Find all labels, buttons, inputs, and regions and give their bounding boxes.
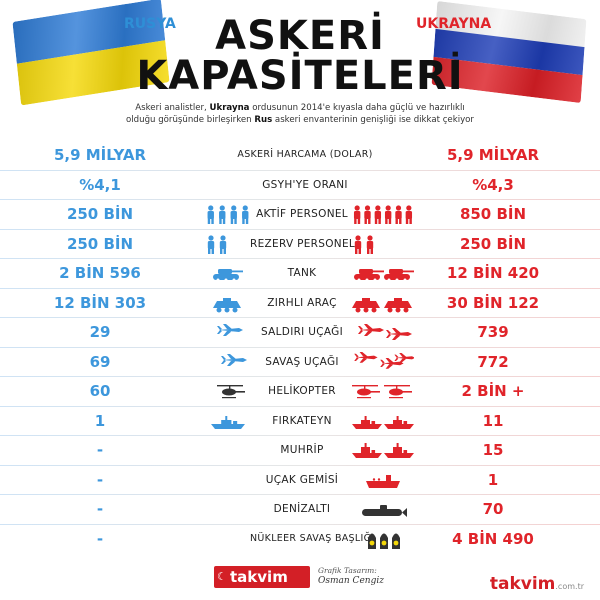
left-value: %4,1 (79, 175, 121, 194)
row-divider (0, 346, 600, 348)
table-row: 250 BİN AKTİF PERSONEL 850 BİN (0, 201, 600, 227)
table-row: 2 BİN 596 TANK 12 BİN 420 (0, 260, 600, 286)
left-value: - (96, 500, 104, 518)
category-label: SAVAŞ UÇAĞI (265, 355, 339, 368)
row-divider (0, 435, 600, 436)
table-row: 29 SALDIRI UÇAĞI 739 (0, 319, 600, 345)
row-divider (0, 199, 600, 200)
left-value: 250 BİN (66, 205, 134, 223)
table-row: - DENİZALTI 70 (0, 496, 600, 522)
row-divider (0, 317, 600, 318)
nuclear-warhead-icon (368, 533, 400, 549)
category-label: AKTİF PERSONEL (256, 208, 348, 220)
armored-vehicle-icon (352, 297, 412, 312)
row-divider (0, 228, 600, 230)
category-label: ZIRHLI ARAÇ (267, 296, 337, 309)
table-row: 250 BİN REZERV PERSONEL 250 BİN (0, 231, 600, 257)
right-value: 11 (482, 411, 504, 430)
destroyer-icon (352, 443, 414, 458)
attack-jet-icon (358, 324, 412, 340)
table-row: %4,1 GSYH'YE ORANI %4,3 (0, 172, 600, 198)
attack-jet-icon (217, 324, 243, 336)
row-divider (0, 405, 600, 407)
right-value: 250 BİN (459, 234, 527, 253)
right-value: 70 (482, 500, 504, 518)
frigate-icon (211, 415, 245, 429)
reserve-soldier-icon (207, 234, 227, 254)
category-label: ASKERİ HARCAMA (DOLAR) (237, 149, 373, 160)
page-title-line1: ASKERİ (215, 13, 385, 59)
left-value: 1 (94, 411, 106, 430)
takvim-watermark-logo: takvim.com.tr (489, 574, 584, 594)
star-crescent-icon: ☾ (217, 570, 227, 583)
left-value: - (96, 441, 104, 459)
page-title-line2: KAPASİTELERİ (136, 53, 464, 99)
right-value: 30 BİN 122 (446, 293, 540, 312)
reserve-soldier-icon (354, 234, 374, 254)
row-divider (0, 494, 600, 495)
table-row: - UÇAK GEMİSİ 1 (0, 467, 600, 493)
row-divider (0, 464, 600, 466)
right-value: 850 BİN (459, 205, 527, 223)
table-row: 1 FIRKATEYN 11 (0, 408, 600, 434)
table-row: - NÜKLEER SAVAŞ BAŞLIĞI 4 BİN 490 (0, 526, 600, 552)
left-value: 12 BİN 303 (53, 293, 147, 312)
table-row: - MUHRİP 15 (0, 437, 600, 463)
helicopter-icon (352, 385, 412, 399)
table-row: 69 SAVAŞ UÇAĞI 772 (0, 349, 600, 375)
right-value: 15 (482, 441, 504, 459)
right-value: 2 BİN + (461, 382, 525, 400)
table-row: 12 BİN 303 ZIRHLI ARAÇ 30 BİN 122 (0, 290, 600, 316)
left-value: - (96, 470, 104, 489)
right-value: 739 (477, 323, 509, 341)
category-label: NÜKLEER SAVAŞ BAŞLIĞI (250, 532, 375, 544)
left-value: 5,9 MİLYAR (53, 146, 147, 164)
category-label: DENİZALTI (273, 503, 331, 515)
right-value: 5,9 MİLYAR (446, 146, 540, 164)
right-value: 4 BİN 490 (452, 529, 534, 548)
category-label: GSYH'YE ORANI (262, 178, 348, 191)
left-value: 2 BİN 596 (59, 264, 141, 282)
right-value: 12 BİN 420 (446, 264, 540, 282)
left-value: 60 (89, 382, 111, 400)
table-row: 60 HELİKOPTER 2 BİN + (0, 378, 600, 404)
submarine-icon (362, 505, 407, 517)
fighter-jet-icon (354, 351, 414, 369)
intro-text: Askeri analistler, Ukrayna ordusunun 201… (126, 103, 474, 125)
left-value: 250 BİN (66, 234, 134, 253)
right-value: 772 (477, 352, 509, 371)
right-value: 1 (487, 470, 499, 489)
designer-credit: Grafik Tasarım: Osman Cengiz (318, 566, 384, 586)
right-value: %4,3 (472, 175, 514, 194)
category-label: SALDIRI UÇAĞI (261, 326, 343, 338)
row-divider (0, 258, 600, 259)
row-divider (0, 376, 600, 377)
left-value: 69 (89, 352, 111, 371)
armored-vehicle-icon (213, 297, 241, 312)
tank-icon (213, 269, 243, 282)
helicopter-icon (217, 385, 245, 399)
tank-icon (354, 269, 414, 282)
row-divider (0, 523, 600, 525)
table-row: 5,9 MİLYAR ASKERİ HARCAMA (DOLAR) 5,9 MİLY… (0, 142, 600, 168)
soldier-icon (353, 205, 413, 224)
category-label: REZERV PERSONEL (250, 237, 356, 250)
takvim-logo: ☾ takvim (214, 566, 310, 588)
fighter-jet-icon (221, 353, 247, 366)
category-label: FIRKATEYN (272, 414, 332, 427)
left-country-label: RUSYA (124, 16, 176, 32)
category-label: MUHRİP (280, 444, 324, 456)
aircraft-carrier-icon (366, 474, 400, 488)
left-value: - (96, 529, 104, 548)
row-divider (0, 287, 600, 289)
frigate-icon (352, 415, 414, 429)
soldier-icon (207, 205, 249, 224)
right-country-label: UKRAYNA (416, 16, 492, 32)
row-divider (0, 169, 600, 171)
category-label: HELİKOPTER (268, 385, 336, 397)
category-label: UÇAK GEMİSİ (265, 473, 339, 486)
category-label: TANK (287, 267, 317, 279)
left-value: 29 (89, 323, 111, 341)
